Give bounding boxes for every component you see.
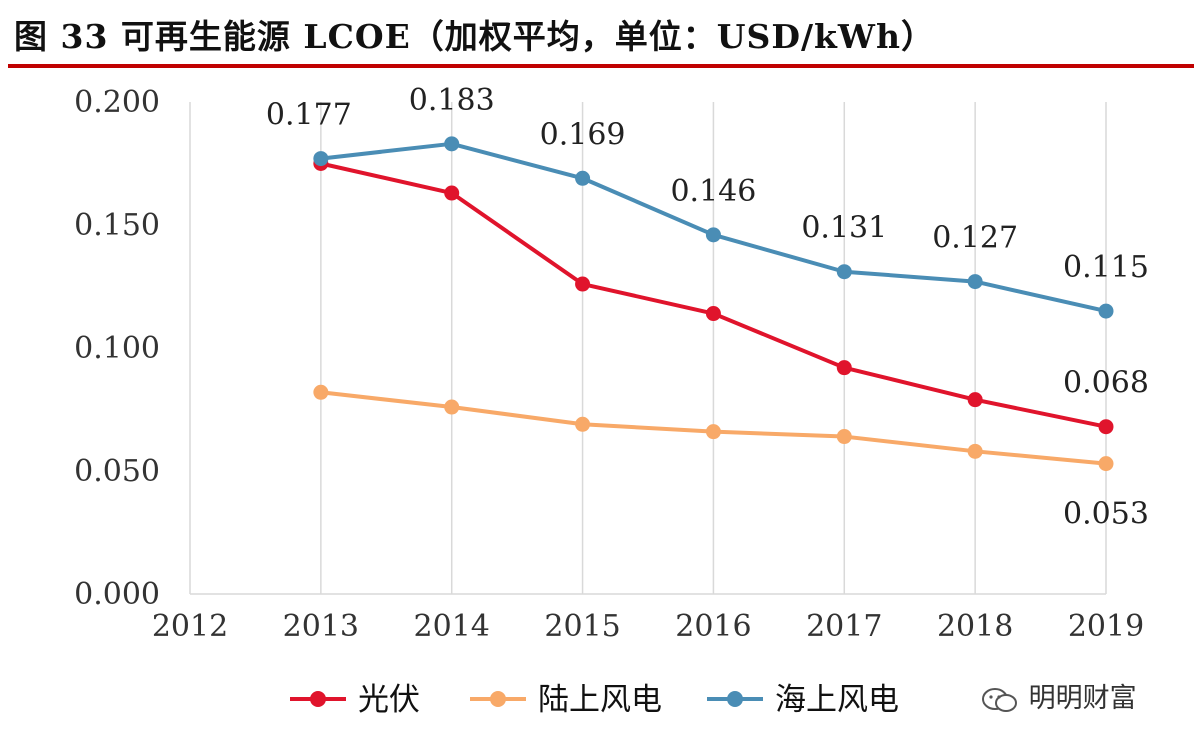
data-point <box>1098 419 1114 435</box>
y-tick-label: 0.200 <box>74 85 160 120</box>
x-tick-label: 2015 <box>544 609 620 644</box>
data-label: 0.115 <box>1063 250 1149 285</box>
grid-layer <box>189 102 1107 594</box>
axis-layer: 0.000 0.050 0.100 0.150 0.200 2012 2013 2014 201… <box>74 85 1144 644</box>
data-point <box>836 360 852 376</box>
data-point <box>967 274 983 290</box>
data-point <box>444 399 460 415</box>
data-label: 0.068 <box>1063 366 1149 401</box>
y-tick-label: 0.050 <box>74 454 160 489</box>
data-point <box>705 227 721 243</box>
figure-title: 图 33 可再生能源 LCOE（加权平均，单位：USD/kWh） <box>14 17 935 56</box>
data-point <box>836 429 852 445</box>
legend-label: 光伏 <box>358 682 420 718</box>
data-point <box>444 185 460 201</box>
y-tick-label: 0.100 <box>74 331 160 366</box>
data-point <box>444 136 460 152</box>
data-point <box>705 424 721 440</box>
data-point <box>575 416 591 432</box>
legend-label: 海上风电 <box>775 682 899 718</box>
label-layer: 0.177 0.183 0.169 0.146 0.131 0.127 0.115 0.068… <box>266 83 1149 532</box>
legend-swatch-marker <box>727 691 743 707</box>
data-label: 0.183 <box>409 83 495 118</box>
data-point <box>575 276 591 292</box>
data-point <box>313 384 329 400</box>
watermark-text: 明明财富 <box>1028 683 1137 714</box>
legend-label: 陆上风电 <box>538 682 662 718</box>
data-point <box>967 443 983 459</box>
data-label: 0.146 <box>670 174 756 209</box>
wechat-icon <box>980 685 1020 715</box>
data-label: 0.177 <box>266 98 352 133</box>
series-layer <box>313 136 1114 472</box>
x-tick-label: 2018 <box>937 609 1013 644</box>
title-rule <box>8 64 1194 68</box>
watermark: 明明财富 <box>980 676 1137 715</box>
x-tick-label: 2013 <box>283 609 359 644</box>
x-tick-label: 2014 <box>414 609 490 644</box>
data-label: 0.131 <box>801 211 887 246</box>
y-tick-label: 0.150 <box>74 208 160 243</box>
data-point <box>1098 456 1114 472</box>
data-label: 0.127 <box>932 221 1018 256</box>
data-point <box>1098 303 1114 319</box>
data-point <box>313 151 329 167</box>
data-point <box>575 170 591 186</box>
x-tick-label: 2017 <box>806 609 882 644</box>
legend-layer: 光伏 陆上风电 海上风电 <box>290 682 899 718</box>
data-point <box>836 264 852 280</box>
x-tick-label: 2019 <box>1068 609 1144 644</box>
data-label: 0.053 <box>1063 497 1149 532</box>
legend-swatch-marker <box>490 691 506 707</box>
data-label: 0.169 <box>540 117 626 152</box>
legend-swatch-marker <box>310 691 326 707</box>
y-tick-label: 0.000 <box>74 577 160 612</box>
data-point <box>705 306 721 322</box>
data-point <box>967 392 983 408</box>
x-tick-label: 2016 <box>675 609 751 644</box>
x-tick-label: 2012 <box>152 609 228 644</box>
